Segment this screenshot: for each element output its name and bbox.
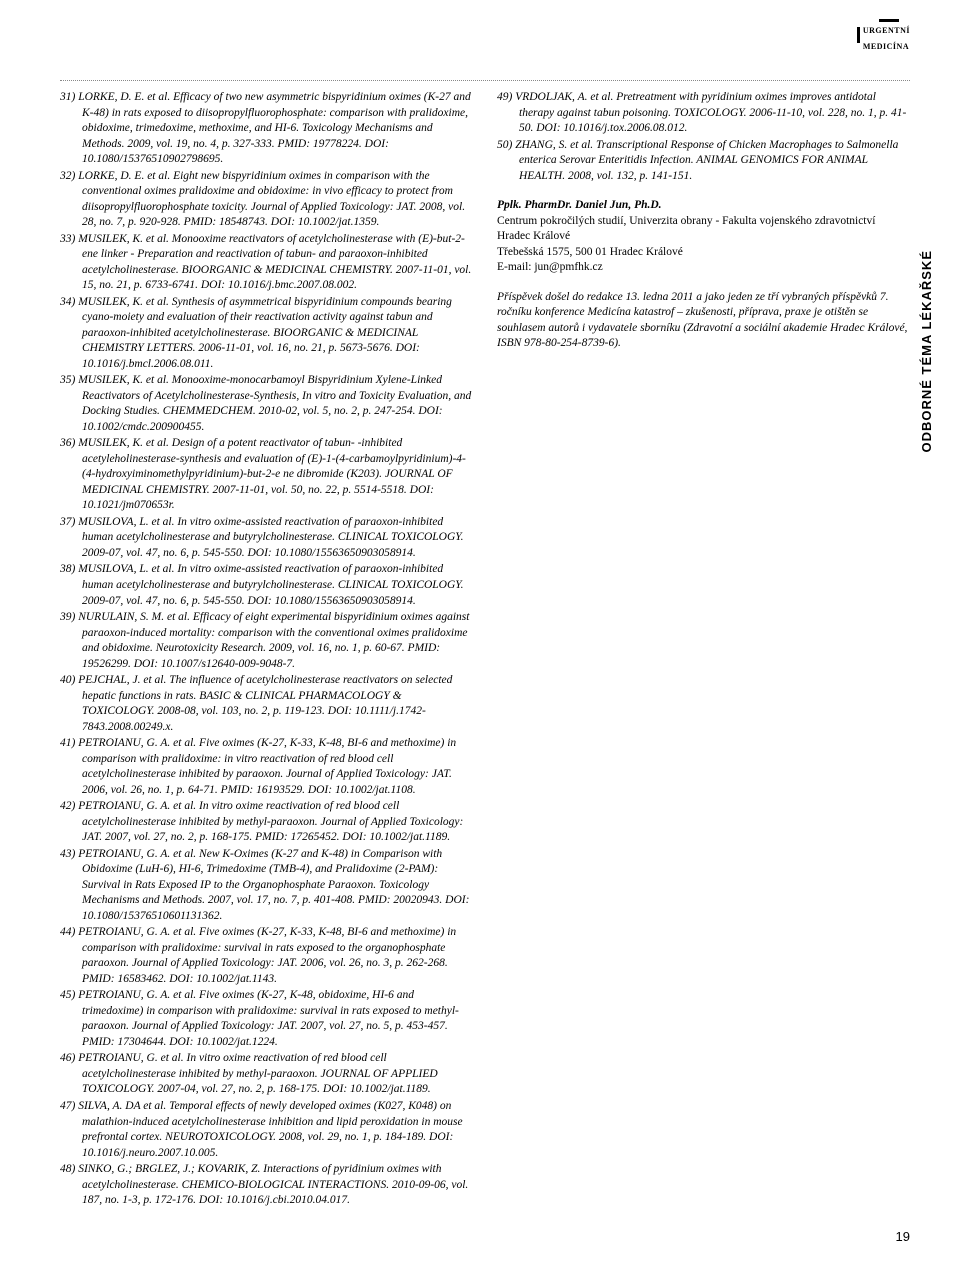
references-columns: 31) LORKE, D. E. et al. Efficacy of two … xyxy=(60,90,910,1230)
reference-item: 41) PETROIANU, G. A. et al. Five oximes … xyxy=(60,736,473,798)
reference-item: 33) MUSILEK, K. et al. Monooxime reactiv… xyxy=(60,232,473,294)
reference-item: 36) MUSILEK, K. et al. Design of a poten… xyxy=(60,436,473,514)
header-divider xyxy=(60,80,910,81)
reference-item: 46) PETROIANU, G. et al. In vitro oxime … xyxy=(60,1051,473,1098)
reference-item: 47) SILVA, A. DA et al. Temporal effects… xyxy=(60,1099,473,1161)
reference-item: 39) NURULAIN, S. M. et al. Efficacy of e… xyxy=(60,610,473,672)
reference-item: 37) MUSILOVA, L. et al. In vitro oxime-a… xyxy=(60,515,473,562)
reference-item: 31) LORKE, D. E. et al. Efficacy of two … xyxy=(60,90,473,168)
author-name: Pplk. PharmDr. Daniel Jun, Ph.D. xyxy=(497,198,910,214)
author-block: Pplk. PharmDr. Daniel Jun, Ph.D. Centrum… xyxy=(497,198,910,276)
reference-item: 34) MUSILEK, K. et al. Synthesis of asym… xyxy=(60,295,473,373)
reference-item: 35) MUSILEK, K. et al. Monooxime-monocar… xyxy=(60,373,473,435)
author-address: Třebešská 1575, 500 01 Hradec Králové xyxy=(497,245,910,261)
reference-item: 42) PETROIANU, G. A. et al. In vitro oxi… xyxy=(60,799,473,846)
logo-line2: MEDICÍNA xyxy=(863,42,909,51)
reference-item: 45) PETROIANU, G. A. et al. Five oximes … xyxy=(60,988,473,1050)
section-label: ODBORNÉ TÉMA LÉKAŘSKÉ xyxy=(918,250,936,453)
journal-logo: URGENTNÍ MEDICÍNA xyxy=(857,18,910,52)
author-affiliation: Centrum pokročilých studií, Univerzita o… xyxy=(497,214,910,245)
page-number: 19 xyxy=(896,1228,910,1246)
logo-line1: URGENTNÍ xyxy=(863,26,910,35)
reference-item: 43) PETROIANU, G. A. et al. New K-Oximes… xyxy=(60,847,473,925)
reference-item: 40) PEJCHAL, J. et al. The influence of … xyxy=(60,673,473,735)
reference-item: 38) MUSILOVA, L. et al. In vitro oxime-a… xyxy=(60,562,473,609)
author-email: E-mail: jun@pmfhk.cz xyxy=(497,260,910,276)
reference-item: 50) ZHANG, S. et al. Transcriptional Res… xyxy=(497,138,910,185)
editorial-note: Příspěvek došel do redakce 13. ledna 201… xyxy=(497,290,910,352)
reference-item: 44) PETROIANU, G. A. et al. Five oximes … xyxy=(60,925,473,987)
reference-item: 32) LORKE, D. E. et al. Eight new bispyr… xyxy=(60,169,473,231)
reference-item: 48) SINKO, G.; BRGLEZ, J.; KOVARIK, Z. I… xyxy=(60,1162,473,1209)
reference-item: 49) VRDOLJAK, A. et al. Pretreatment wit… xyxy=(497,90,910,137)
